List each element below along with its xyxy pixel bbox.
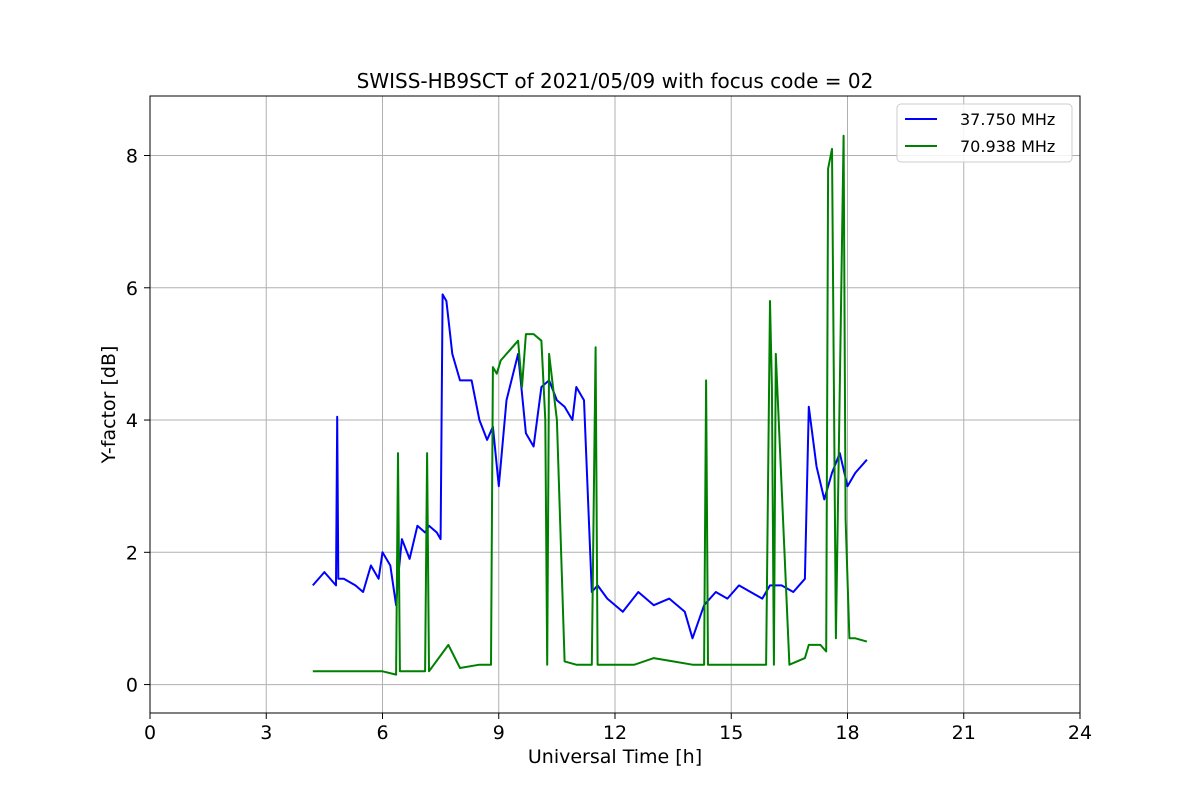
x-tick-label: 12 <box>603 722 627 744</box>
x-tick-label: 0 <box>144 722 156 744</box>
x-tick-label: 9 <box>493 722 505 744</box>
y-tick-label: 8 <box>126 146 138 168</box>
x-tick-label: 6 <box>376 722 388 744</box>
y-tick-label: 4 <box>126 410 138 432</box>
y-tick-label: 2 <box>126 542 138 564</box>
x-axis-label: Universal Time [h] <box>528 746 702 768</box>
legend-label-series-1: 37.750 MHz <box>960 110 1055 129</box>
series-line-2 <box>312 134 868 676</box>
y-tick-label: 0 <box>126 675 138 697</box>
legend-box <box>896 103 1073 163</box>
x-tick-label: 15 <box>719 722 743 744</box>
legend-label-series-2: 70.938 MHz <box>960 137 1055 156</box>
series-line-1 <box>312 293 868 640</box>
x-tick-label: 21 <box>952 722 976 744</box>
x-tick-label: 24 <box>1068 722 1092 744</box>
x-tick-label: 3 <box>260 722 272 744</box>
y-tick-label: 6 <box>126 278 138 300</box>
chart-title: SWISS-HB9SCT of 2021/05/09 with focus co… <box>357 69 874 93</box>
x-tick-label: 18 <box>835 722 859 744</box>
plot-series <box>312 134 868 676</box>
y-axis-label: Y-factor [dB] <box>98 346 120 465</box>
legend: 37.750 MHz 70.938 MHz <box>896 103 1073 163</box>
